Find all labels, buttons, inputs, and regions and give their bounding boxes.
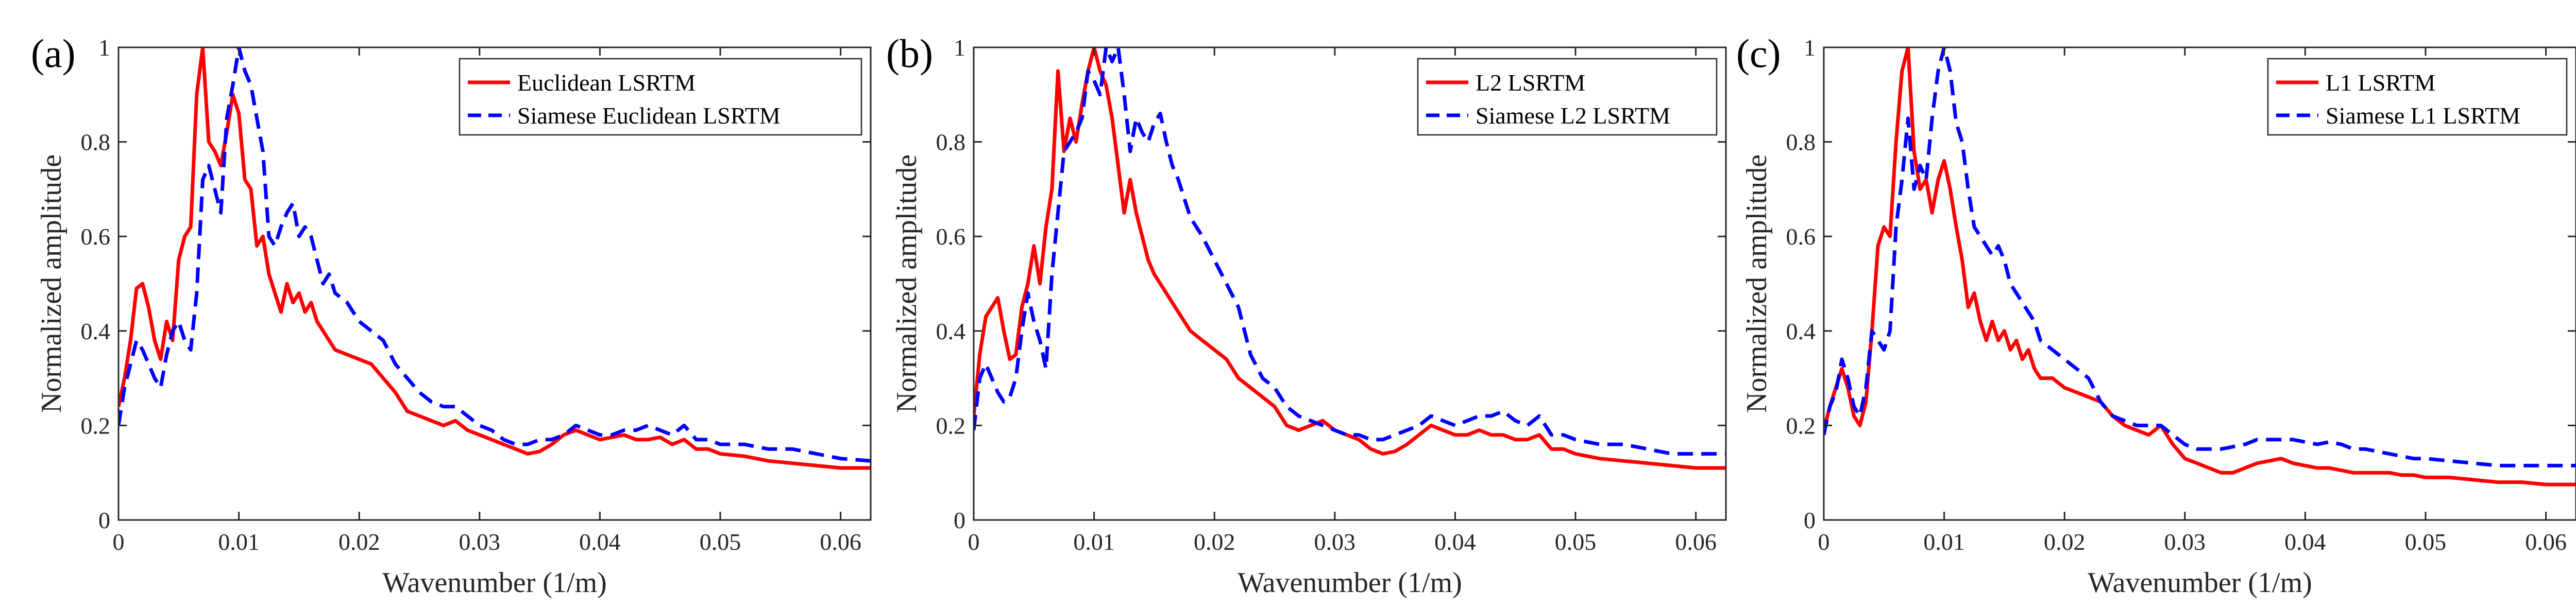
legend-entry-1: L1 LSRTM xyxy=(2326,70,2435,96)
series-line-1 xyxy=(1824,47,2576,487)
chart-panel-2: 0 0.01 0.02 0.03 0.04 0.05 0.06 0 0.2 0.4 0.6 0.8 1 W… xyxy=(886,31,1727,599)
x-tick-label: 0.01 xyxy=(1073,529,1115,555)
series-line-1 xyxy=(974,47,1726,470)
legend-entry-1: Euclidean LSRTM xyxy=(517,70,696,96)
legend-box xyxy=(459,58,862,136)
legend-entry-1: L2 LSRTM xyxy=(1476,70,1585,96)
x-tick-label: 0 xyxy=(968,529,980,555)
x-tick-label: 0.02 xyxy=(1194,529,1235,555)
legend-entry-2: Siamese L1 LSRTM xyxy=(2326,102,2520,129)
x-tick-label: 0.06 xyxy=(2525,529,2567,555)
legend-box xyxy=(2267,58,2568,136)
x-axis-label: Wavenumber (1/m) xyxy=(1238,567,1462,599)
panel-label: (c) xyxy=(1736,31,1781,76)
legend-entry-2: Siamese Euclidean LSRTM xyxy=(517,102,781,129)
x-tick-label: 0.02 xyxy=(2044,529,2086,555)
y-tick-label: 0.4 xyxy=(1786,318,1816,344)
panel-label: (a) xyxy=(31,31,76,76)
x-tick-label: 0.05 xyxy=(1555,529,1597,555)
y-axis-label: Normalized amplitude xyxy=(1741,154,1773,413)
x-tick-label: 0.01 xyxy=(218,529,260,555)
y-tick-label: 0 xyxy=(954,507,965,533)
y-tick-label: 0.6 xyxy=(1786,223,1816,250)
x-tick-label: 0 xyxy=(1818,529,1830,555)
legend-box xyxy=(1417,58,1718,136)
x-tick-label: 0 xyxy=(113,529,125,555)
series-line-2 xyxy=(1824,47,2576,467)
y-tick-label: 0 xyxy=(98,507,110,533)
panel-label: (b) xyxy=(886,31,933,76)
y-tick-label: 0 xyxy=(1804,507,1816,533)
x-tick-label: 0.04 xyxy=(2284,529,2326,555)
chart-panel-3: 0 0.01 0.02 0.03 0.04 0.05 0.06 0 0.2 0.4 0.6 0.8 1 W… xyxy=(1736,31,2576,599)
axes-box xyxy=(1823,46,2576,521)
y-tick-label: 0.8 xyxy=(81,129,111,155)
y-tick-label: 0.4 xyxy=(81,318,111,344)
x-tick-label: 0.03 xyxy=(2164,529,2206,555)
x-tick-label: 0.06 xyxy=(820,529,861,555)
y-tick-label: 0.4 xyxy=(936,318,966,344)
y-tick-label: 0.6 xyxy=(81,223,111,250)
x-tick-label: 0.05 xyxy=(2405,529,2447,555)
y-tick-label: 0.2 xyxy=(81,412,111,439)
series-line-1 xyxy=(118,47,871,470)
x-axis-label: Wavenumber (1/m) xyxy=(382,567,607,599)
x-tick-label: 0.06 xyxy=(1675,529,1717,555)
series-line-2 xyxy=(974,47,1726,456)
axes-box xyxy=(117,46,872,521)
y-tick-label: 1 xyxy=(1804,34,1816,61)
y-tick-label: 0.2 xyxy=(1786,412,1816,439)
x-tick-label: 0.03 xyxy=(459,529,501,555)
y-tick-label: 0.6 xyxy=(936,223,966,250)
x-tick-label: 0.05 xyxy=(700,529,741,555)
x-tick-label: 0.03 xyxy=(1314,529,1356,555)
y-axis-label: Normalized amplitude xyxy=(891,154,923,413)
y-tick-label: 0.8 xyxy=(1786,129,1816,155)
x-tick-label: 0.02 xyxy=(338,529,380,555)
x-tick-label: 0.04 xyxy=(579,529,621,555)
y-tick-label: 1 xyxy=(98,34,110,61)
legend-entry-2: Siamese L2 LSRTM xyxy=(1476,102,1670,129)
chart-panel-1: 0 0.01 0.02 0.03 0.04 0.05 0.06 0 0.2 0.4 0.6 0.8 1 W… xyxy=(31,31,872,599)
x-tick-label: 0.01 xyxy=(1923,529,1965,555)
y-tick-label: 0.8 xyxy=(936,129,966,155)
y-axis-label: Normalized amplitude xyxy=(36,154,67,413)
x-axis-label: Wavenumber (1/m) xyxy=(2088,567,2312,599)
axes-box xyxy=(973,46,1727,521)
y-tick-label: 1 xyxy=(954,34,965,61)
x-tick-label: 0.04 xyxy=(1434,529,1476,555)
y-tick-label: 0.2 xyxy=(936,412,966,439)
series-line-2 xyxy=(118,47,871,463)
